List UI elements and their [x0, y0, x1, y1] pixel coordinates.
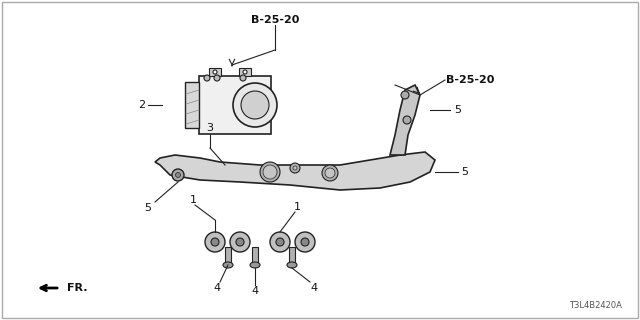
Polygon shape [390, 85, 420, 155]
Text: B-25-20: B-25-20 [251, 15, 299, 25]
Circle shape [290, 163, 300, 173]
Text: B-25-20: B-25-20 [446, 75, 494, 85]
Circle shape [233, 83, 277, 127]
Circle shape [241, 91, 269, 119]
Text: 1: 1 [189, 195, 196, 205]
Bar [252, 247, 258, 265]
Text: 5: 5 [145, 203, 152, 213]
Circle shape [211, 238, 219, 246]
Circle shape [236, 238, 244, 246]
Text: 4: 4 [252, 286, 259, 296]
Text: 5: 5 [461, 167, 468, 177]
Text: FR.: FR. [67, 283, 87, 293]
Circle shape [322, 165, 338, 181]
Circle shape [230, 232, 250, 252]
Circle shape [270, 232, 290, 252]
Circle shape [293, 166, 297, 170]
Ellipse shape [250, 262, 260, 268]
Bar [209, 68, 221, 76]
Circle shape [175, 172, 180, 178]
Ellipse shape [223, 262, 233, 268]
Circle shape [401, 91, 409, 99]
Circle shape [205, 232, 225, 252]
Circle shape [172, 169, 184, 181]
Circle shape [204, 75, 210, 81]
Text: 3: 3 [207, 123, 214, 133]
Bar [225, 247, 231, 265]
Text: 5: 5 [454, 105, 461, 115]
Circle shape [276, 238, 284, 246]
Text: 4: 4 [310, 283, 317, 293]
Circle shape [263, 165, 277, 179]
Bar [185, 82, 199, 128]
Circle shape [243, 70, 247, 74]
Text: T3L4B2420A: T3L4B2420A [568, 301, 621, 310]
Text: 4: 4 [213, 283, 221, 293]
Circle shape [214, 75, 220, 81]
Circle shape [260, 162, 280, 182]
Ellipse shape [287, 262, 297, 268]
FancyBboxPatch shape [199, 76, 271, 134]
Text: 2: 2 [138, 100, 145, 110]
Circle shape [240, 75, 246, 81]
Circle shape [213, 70, 217, 74]
Circle shape [325, 168, 335, 178]
Circle shape [301, 238, 309, 246]
Bar [289, 247, 295, 265]
Circle shape [295, 232, 315, 252]
Circle shape [403, 116, 411, 124]
Bar [239, 68, 251, 76]
Polygon shape [155, 152, 435, 190]
Text: 1: 1 [294, 202, 301, 212]
